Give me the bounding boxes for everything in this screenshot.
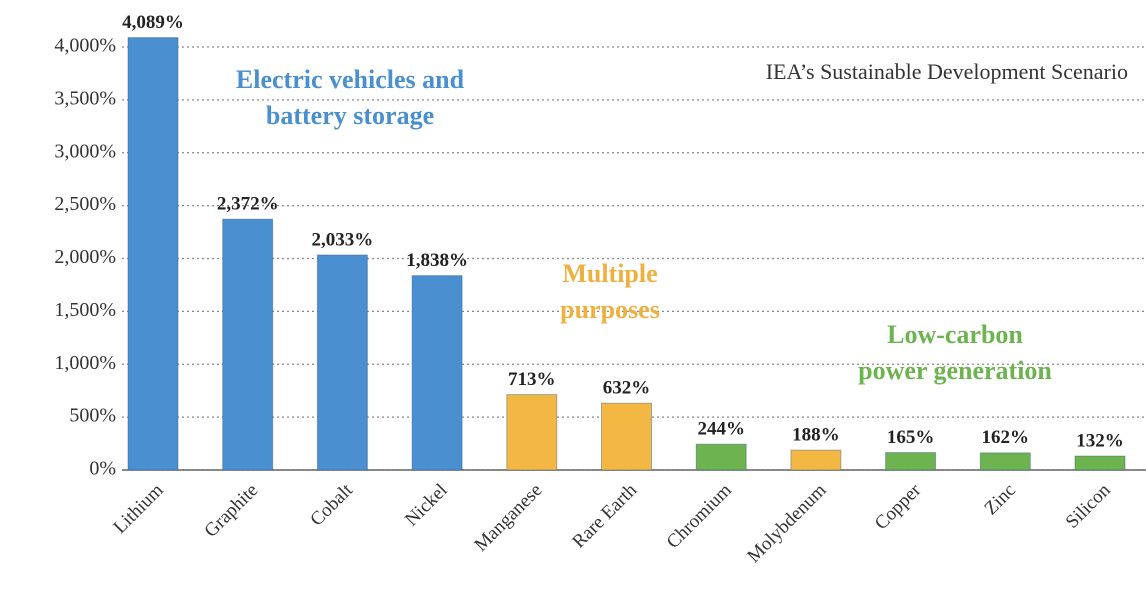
y-tick-label: 0%	[89, 458, 116, 480]
x-tick-label: Copper	[871, 479, 926, 534]
bar	[885, 452, 937, 471]
bar	[601, 402, 652, 471]
value-label: 162%	[982, 427, 1030, 448]
y-tick-label: 1,500%	[54, 299, 116, 321]
bar	[411, 275, 463, 471]
bar	[1074, 455, 1126, 471]
value-label: 2,033%	[312, 229, 374, 250]
value-label: 132%	[1076, 430, 1124, 451]
y-tick-label: 3,000%	[54, 140, 116, 162]
bar	[790, 449, 842, 471]
y-tick-label: 1,000%	[54, 352, 116, 374]
x-tick-label: Nickel	[401, 480, 452, 531]
y-tick-label: 2,000%	[54, 246, 116, 268]
x-tick-label: Graphite	[200, 480, 262, 542]
bar	[316, 254, 368, 471]
value-label: 1,838%	[406, 250, 468, 271]
value-label: 165%	[887, 427, 935, 448]
bar	[127, 37, 179, 471]
value-label: 244%	[697, 419, 745, 440]
value-label: 2,372%	[217, 194, 279, 215]
bar	[979, 452, 1031, 471]
bar	[506, 394, 558, 471]
x-tick-label: Molybdenum	[743, 480, 830, 567]
bar	[222, 218, 274, 471]
x-tick-label: Silicon	[1062, 479, 1115, 532]
annotation: battery storage	[266, 101, 434, 130]
bar	[695, 443, 747, 471]
y-tick-label: 3,500%	[54, 87, 116, 109]
x-tick-label: Zinc	[980, 480, 1019, 519]
y-tick-label: 2,500%	[54, 193, 116, 215]
annotation: Low-carbon	[887, 320, 1023, 349]
x-tick-label: Cobalt	[306, 479, 357, 530]
x-tick-label: Chromium	[663, 480, 736, 553]
value-label: 713%	[508, 369, 556, 390]
value-label: 188%	[792, 424, 840, 445]
value-label: 632%	[603, 378, 651, 399]
value-label: 4,089%	[122, 12, 184, 33]
annotation: purposes	[560, 295, 660, 324]
x-tick-label: Manganese	[470, 480, 546, 556]
x-tick-label: Rare Earth	[568, 479, 641, 552]
annotation: Electric vehicles and	[236, 65, 465, 94]
y-tick-label: 500%	[69, 405, 116, 427]
y-tick-label: 4,000%	[54, 35, 116, 57]
chart-title: IEA’s Sustainable Development Scenario	[766, 59, 1128, 84]
annotation: power generation	[858, 356, 1052, 385]
annotation: Multiple	[562, 259, 657, 288]
x-tick-label: Lithium	[109, 480, 167, 538]
